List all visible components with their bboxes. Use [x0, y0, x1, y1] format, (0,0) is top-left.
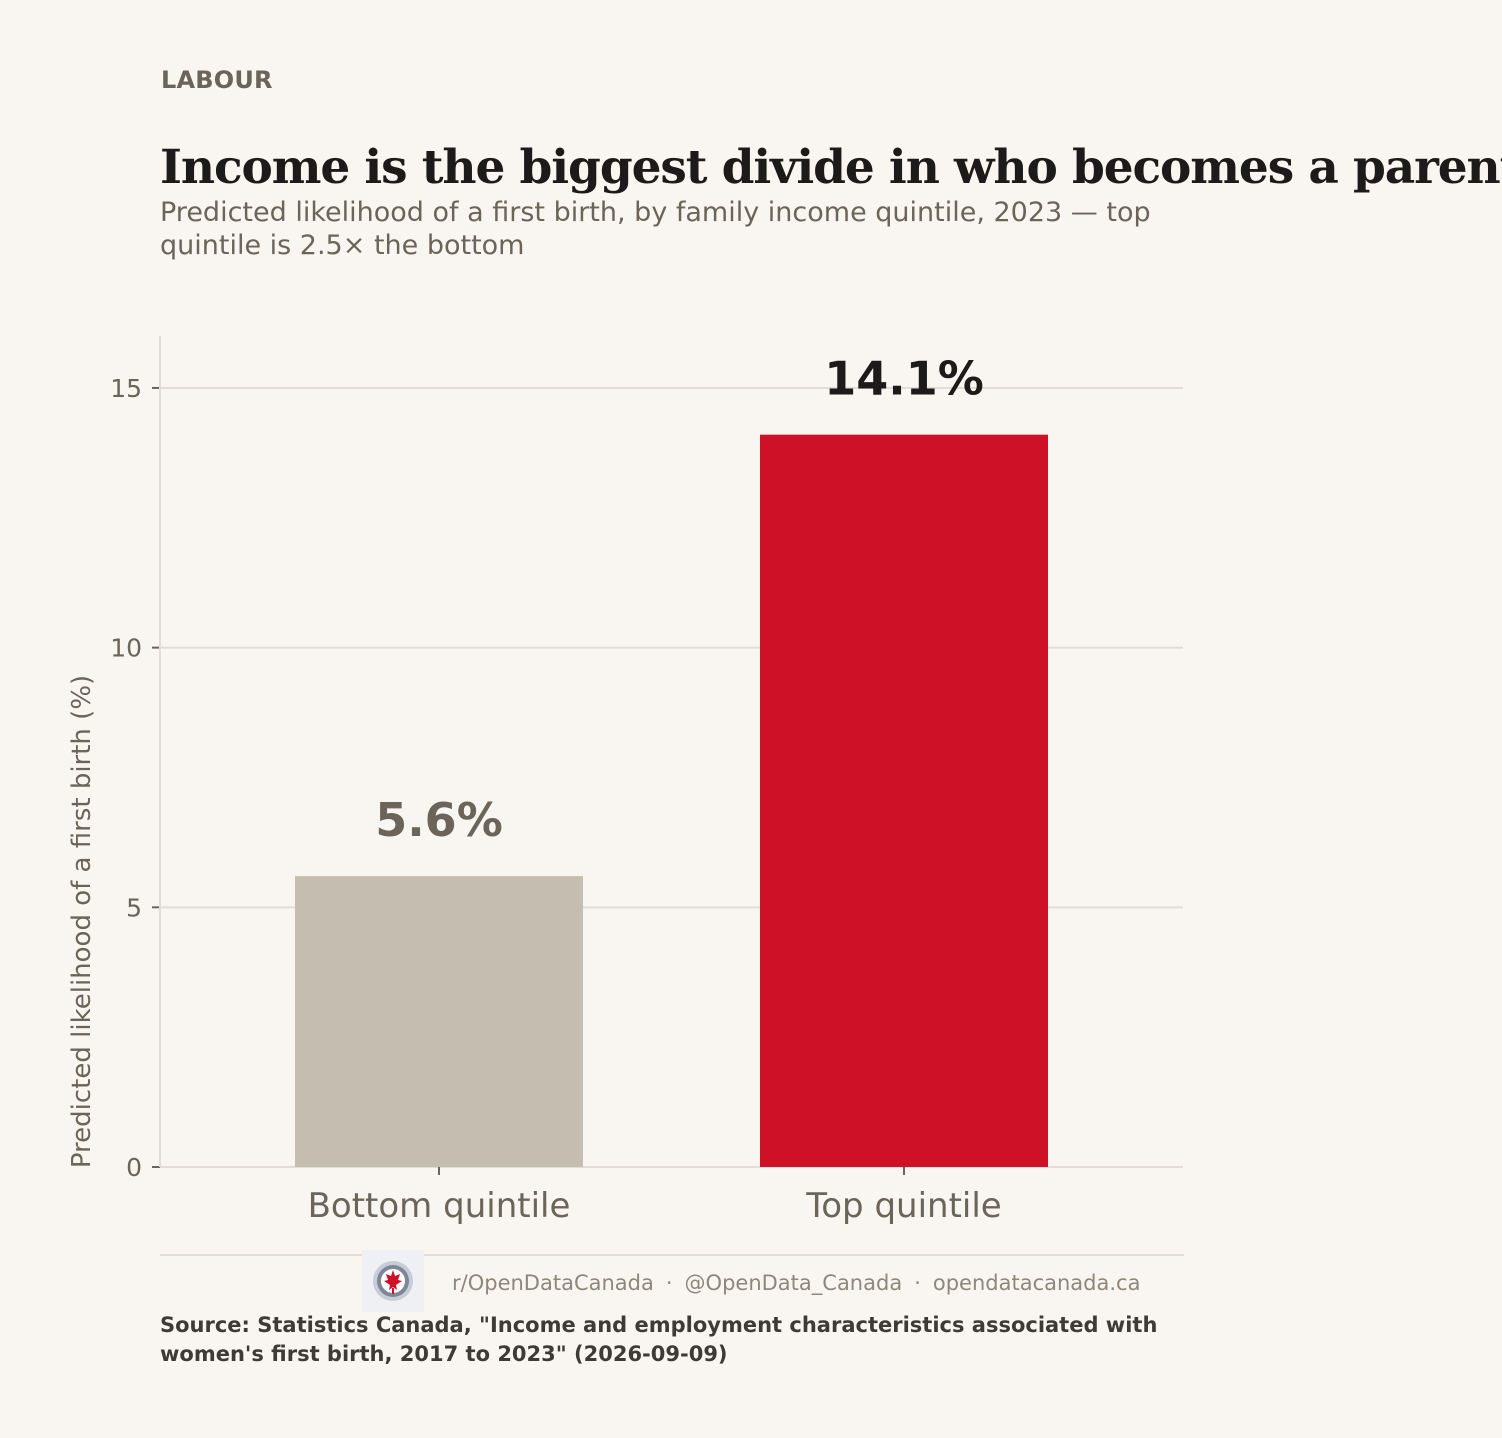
- x-tick-label: Top quintile: [805, 1186, 1001, 1226]
- bar-value-label: 14.1%: [824, 352, 984, 406]
- chart-subtitle: Predicted likelihood of a first birth, b…: [160, 197, 1151, 261]
- y-axis-label: Predicted likelihood of a first birth (%…: [67, 675, 97, 1168]
- y-tick-label: 0: [126, 1153, 142, 1182]
- footer-credits: r/OpenDataCanada · @OpenData_Canada · openda…: [452, 1271, 1140, 1295]
- bar-chart: 0 5 10 15 Predicted likelihood of a first bi…: [67, 336, 1183, 1226]
- source-note: Source: Statistics Canada, "Income and e…: [160, 1313, 1158, 1366]
- bar-value-label: 5.6%: [375, 793, 503, 847]
- website-link[interactable]: opendatacanada.ca: [932, 1271, 1141, 1295]
- credit-separator: ·: [914, 1271, 921, 1295]
- section-kicker: LABOUR: [161, 66, 273, 94]
- reddit-link[interactable]: r/OpenDataCanada: [452, 1271, 654, 1295]
- bar-bottom-quintile: [295, 876, 583, 1167]
- chart-title: Income is the biggest divide in who beco…: [160, 140, 1502, 195]
- footer-divider: [160, 1254, 1184, 1256]
- x-tick-label: Bottom quintile: [308, 1186, 571, 1226]
- twitter-link[interactable]: @OpenData_Canada: [684, 1271, 903, 1295]
- bar-top-quintile: [760, 434, 1048, 1167]
- credit-separator: ·: [665, 1271, 673, 1295]
- y-tick-label: 5: [126, 893, 142, 922]
- y-tick-label: 10: [110, 634, 142, 663]
- y-tick-label: 15: [110, 374, 142, 403]
- open-data-canada-logo-icon: [362, 1250, 424, 1312]
